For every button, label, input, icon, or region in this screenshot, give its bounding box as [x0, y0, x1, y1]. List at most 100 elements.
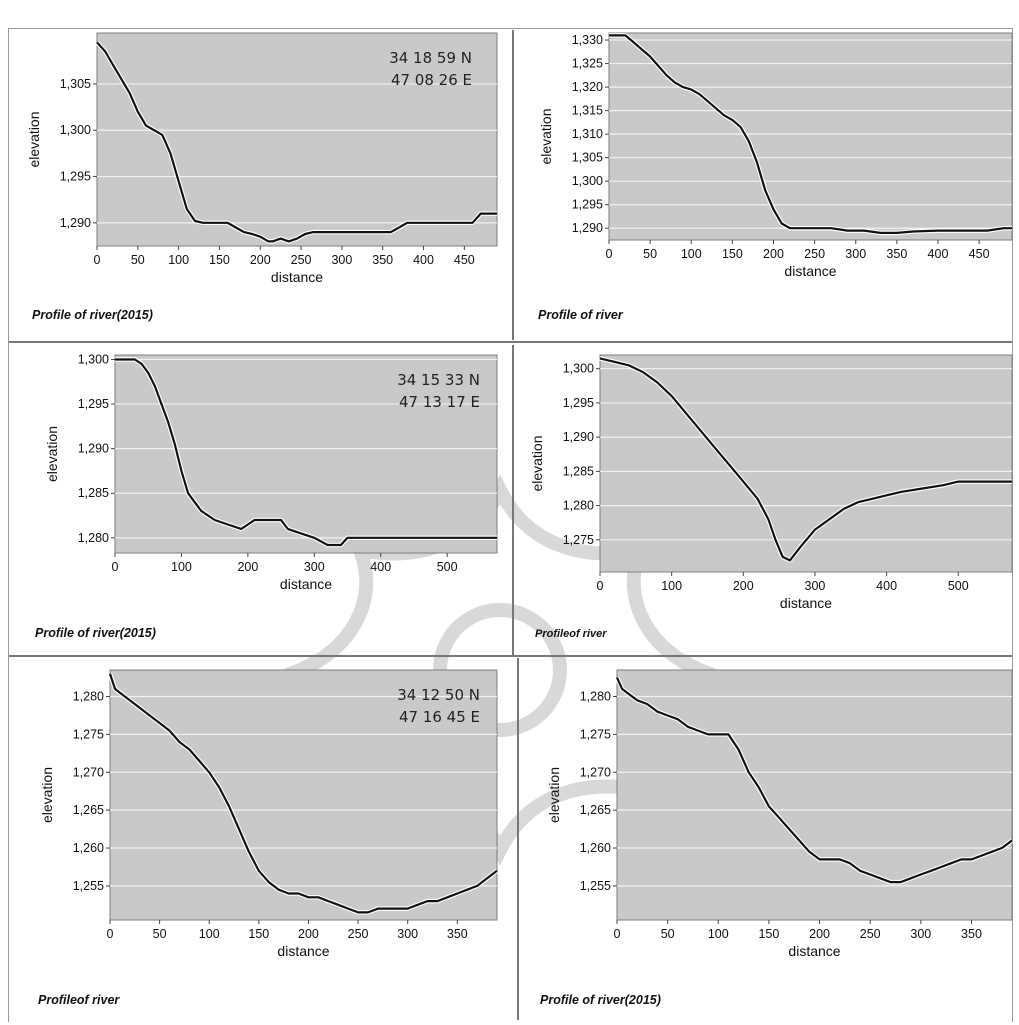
x-axis-label: distance [271, 269, 323, 285]
y-axis-label: elevation [44, 426, 60, 482]
x-tick-label: 200 [733, 579, 754, 593]
y-tick-label: 1,295 [563, 396, 594, 410]
x-tick-label: 150 [722, 247, 743, 261]
coordinate-label: 34 18 59 N [389, 49, 472, 67]
x-tick-label: 0 [112, 560, 119, 574]
y-tick-label: 1,290 [572, 221, 603, 235]
y-tick-label: 1,315 [572, 104, 603, 118]
x-tick-label: 500 [437, 560, 458, 574]
x-tick-label: 300 [397, 927, 418, 941]
x-tick-label: 250 [291, 253, 312, 267]
y-tick-label: 1,300 [78, 352, 109, 366]
x-tick-label: 200 [250, 253, 271, 267]
y-tick-label: 1,280 [78, 531, 109, 545]
y-tick-label: 1,305 [572, 151, 603, 165]
y-tick-label: 1,295 [78, 397, 109, 411]
x-tick-label: 300 [910, 927, 931, 941]
y-tick-label: 1,295 [572, 198, 603, 212]
x-tick-label: 100 [661, 579, 682, 593]
coordinate-label: 34 12 50 N [397, 686, 480, 704]
coordinate-label: 47 16 45 E [399, 708, 480, 726]
y-tick-label: 1,260 [580, 841, 611, 855]
x-tick-label: 500 [948, 579, 969, 593]
horizontal-divider-bottom [8, 655, 1013, 657]
x-tick-label: 50 [153, 927, 167, 941]
elevation-profile-line [609, 34, 1012, 234]
outer-frame-top [8, 28, 1013, 29]
x-tick-label: 0 [94, 253, 101, 267]
caption-panel-3: Profile of river(2015) [35, 626, 156, 640]
y-axis-label: elevation [39, 767, 55, 823]
y-tick-label: 1,275 [73, 727, 104, 741]
x-tick-label: 450 [454, 253, 475, 267]
x-tick-label: 100 [708, 927, 729, 941]
y-tick-label: 1,300 [563, 362, 594, 376]
x-axis-label: distance [780, 595, 832, 611]
y-axis-label: elevation [538, 108, 554, 164]
caption-panel-5: Profileof river [38, 993, 120, 1007]
x-tick-label: 0 [107, 927, 114, 941]
y-tick-label: 1,265 [73, 803, 104, 817]
x-tick-label: 300 [845, 247, 866, 261]
y-tick-label: 1,280 [563, 499, 594, 513]
y-tick-label: 1,260 [73, 841, 104, 855]
x-tick-label: 150 [758, 927, 779, 941]
plot-area [616, 669, 1013, 921]
x-tick-label: 100 [168, 253, 189, 267]
y-tick-label: 1,330 [572, 33, 603, 47]
plot-area [109, 669, 498, 921]
elevation-profile-line [615, 677, 1013, 884]
vertical-divider-top [512, 30, 514, 340]
y-tick-label: 1,280 [73, 690, 104, 704]
y-axis-label: elevation [26, 111, 42, 167]
x-tick-label: 300 [331, 253, 352, 267]
x-tick-label: 400 [413, 253, 434, 267]
x-tick-label: 250 [804, 247, 825, 261]
y-tick-label: 1,255 [73, 879, 104, 893]
x-tick-label: 50 [661, 927, 675, 941]
x-tick-label: 100 [681, 247, 702, 261]
x-tick-label: 350 [961, 927, 982, 941]
x-tick-label: 450 [969, 247, 990, 261]
y-tick-label: 1,275 [563, 533, 594, 547]
x-axis-label: distance [277, 943, 329, 959]
y-tick-label: 1,255 [580, 879, 611, 893]
x-tick-label: 350 [372, 253, 393, 267]
x-tick-label: 400 [928, 247, 949, 261]
elevation-profile-line [108, 673, 498, 914]
x-tick-label: 0 [597, 579, 604, 593]
coordinate-label: 47 08 26 E [391, 71, 472, 89]
x-tick-label: 200 [763, 247, 784, 261]
x-tick-label: 250 [348, 927, 369, 941]
x-tick-label: 150 [248, 927, 269, 941]
y-tick-label: 1,275 [580, 727, 611, 741]
y-tick-label: 1,270 [73, 765, 104, 779]
y-tick-label: 1,320 [572, 80, 603, 94]
y-tick-label: 1,280 [580, 690, 611, 704]
x-axis-label: distance [784, 263, 836, 279]
x-tick-label: 350 [447, 927, 468, 941]
y-axis-label: elevation [546, 767, 562, 823]
horizontal-divider-top [8, 341, 1013, 343]
y-tick-label: 1,295 [60, 170, 91, 184]
elevation-profile-line [599, 357, 1012, 562]
coordinate-label: 47 13 17 E [399, 393, 480, 411]
x-tick-label: 200 [237, 560, 258, 574]
x-tick-label: 300 [304, 560, 325, 574]
x-tick-label: 100 [171, 560, 192, 574]
x-tick-label: 200 [809, 927, 830, 941]
y-tick-label: 1,310 [572, 127, 603, 141]
x-tick-label: 100 [199, 927, 220, 941]
x-tick-label: 400 [876, 579, 897, 593]
vertical-divider-bottom [517, 658, 519, 1020]
x-tick-label: 150 [209, 253, 230, 267]
outer-frame-left [8, 28, 9, 1022]
x-tick-label: 50 [131, 253, 145, 267]
x-tick-label: 400 [370, 560, 391, 574]
y-tick-label: 1,290 [563, 430, 594, 444]
